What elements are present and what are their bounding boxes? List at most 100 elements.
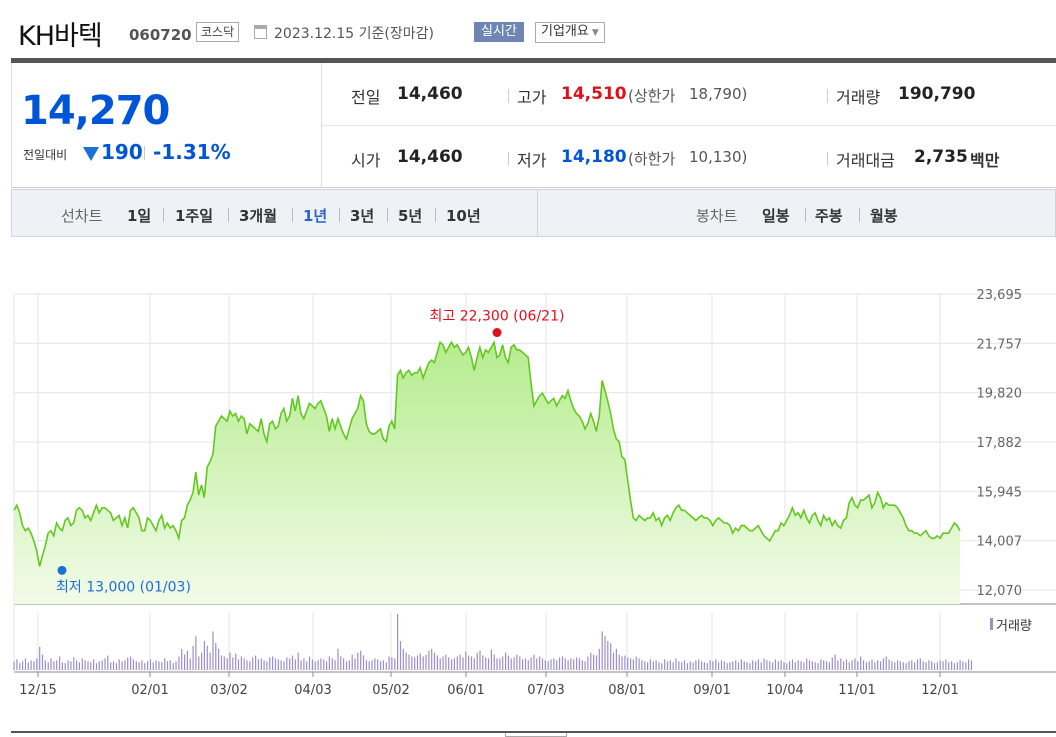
period-1w-tab[interactable]: 1주일: [175, 207, 214, 225]
volume-bar: [513, 657, 515, 670]
volume-bar: [47, 662, 49, 670]
volume-bar: [550, 659, 552, 670]
volume-bar: [502, 656, 504, 670]
volume-bar: [399, 641, 402, 670]
period-1y-tab[interactable]: 1년: [303, 207, 328, 225]
realtime-button[interactable]: 실시간: [474, 22, 524, 42]
volume-bar: [201, 652, 203, 670]
volume-bar: [837, 660, 839, 670]
volume-bar: [487, 658, 490, 670]
volume-bar: [576, 657, 578, 670]
volume-bar: [294, 659, 296, 670]
high-label: 고가: [517, 88, 547, 107]
volume-bar: [561, 656, 563, 670]
volume-bar: [598, 648, 600, 670]
volume-bar: [189, 658, 191, 670]
nav-separator: [163, 208, 164, 222]
volume-bar: [939, 660, 941, 670]
volume-bar: [942, 661, 944, 670]
volume-bar: [840, 658, 842, 670]
volume-bar: [857, 661, 859, 670]
volume-bar: [848, 662, 850, 670]
low-point-marker: [57, 565, 67, 575]
stat-separator: [827, 89, 828, 103]
volume-bar: [882, 658, 884, 670]
volume-bar: [22, 661, 24, 670]
period-1d-tab[interactable]: 1일: [127, 207, 152, 225]
volume-bar: [198, 656, 200, 670]
volume-bar: [24, 658, 27, 670]
volume-bar: [107, 655, 109, 670]
company-profile-dropdown[interactable]: 기업개요 ▼: [535, 22, 605, 43]
volume-bar: [226, 658, 228, 670]
volume-bar: [820, 659, 822, 670]
volume-bar: [70, 661, 72, 670]
volume-bar: [723, 661, 725, 670]
volume-bar: [67, 660, 69, 670]
period-5y-tab[interactable]: 5년: [398, 207, 423, 225]
volume-bar: [757, 659, 759, 670]
volume-bar: [414, 657, 416, 670]
volume-bar: [206, 645, 208, 670]
nav-separator: [805, 208, 806, 222]
open-label: 시가: [351, 151, 381, 170]
high-annotation: 최고 22,300 (06/21): [430, 309, 565, 325]
period-10y-tab[interactable]: 10년: [446, 207, 481, 225]
volume-bar: [451, 659, 453, 670]
daily-candle-tab[interactable]: 일봉: [762, 207, 790, 225]
volume-bar: [311, 659, 313, 670]
volume-bar: [959, 660, 961, 670]
volume-bar: [505, 652, 507, 670]
volume-bar: [519, 656, 521, 670]
volume-bar: [860, 656, 862, 670]
volume-bar: [340, 656, 342, 670]
volume-bar: [465, 651, 467, 670]
volume-bar: [772, 662, 774, 670]
volume-bar: [39, 646, 41, 670]
y-tick-label: 12,070: [977, 584, 1023, 599]
volume-bar: [431, 648, 433, 670]
volume-bar: [530, 657, 532, 670]
volume-bar: [735, 660, 737, 670]
x-tick-label: 02/01: [131, 683, 168, 698]
weekly-candle-tab[interactable]: 주봉: [815, 207, 843, 225]
volume-bar: [701, 661, 703, 670]
volume-bar: [13, 661, 15, 670]
volume-bar: [729, 662, 731, 670]
volume-bar: [496, 658, 498, 670]
volume-bar: [507, 655, 509, 670]
volume-bar: [928, 660, 930, 670]
monthly-candle-tab[interactable]: 월봉: [870, 207, 898, 225]
volume-bar: [391, 657, 393, 670]
volume-bar: [962, 661, 964, 670]
volume-bar: [272, 656, 274, 670]
x-tick-label: 11/01: [838, 683, 875, 698]
volume-bar: [169, 660, 171, 670]
volume-bar: [155, 660, 157, 670]
volume-bar: [493, 654, 495, 670]
x-axis-labels: 12/15 02/01 03/02 04/03 05/02 06/01 07/03 08/01…: [19, 672, 959, 698]
volume-bar: [425, 654, 427, 670]
volume-bar: [919, 658, 921, 670]
volume-bar: [607, 641, 609, 670]
volume-bar: [851, 660, 853, 670]
prev-close-label: 전일: [351, 88, 381, 107]
volume-bar: [147, 661, 149, 670]
volume-bar: [510, 658, 512, 670]
volume-bar: [397, 614, 399, 670]
volume-bar: [249, 661, 251, 670]
volume-bar: [192, 645, 194, 670]
volume-value: 190,790: [898, 84, 976, 104]
period-3y-tab[interactable]: 3년: [350, 207, 375, 225]
volume-bar: [59, 656, 61, 670]
volume-bar: [209, 652, 211, 670]
period-3m-tab[interactable]: 3개월: [239, 207, 278, 225]
volume-bar: [880, 661, 882, 670]
volume-bar: [908, 661, 910, 670]
high-point-marker: [492, 328, 502, 338]
volume-bar: [118, 659, 120, 670]
volume-bar: [98, 661, 100, 670]
volume-bar: [865, 662, 867, 670]
volume-bar: [297, 652, 299, 670]
volume-bar: [476, 652, 478, 670]
